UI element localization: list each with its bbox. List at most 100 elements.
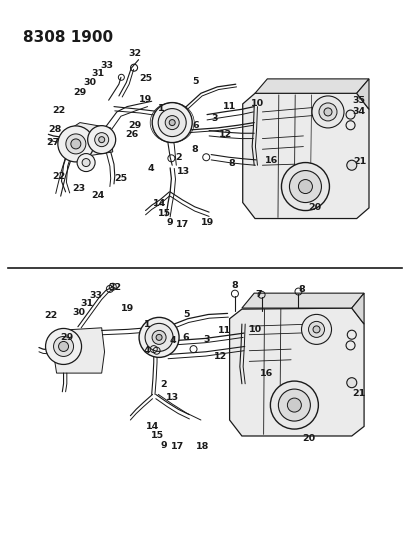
Text: 21: 21 <box>352 389 365 398</box>
Circle shape <box>281 163 329 211</box>
Text: 6: 6 <box>182 334 189 342</box>
Circle shape <box>298 180 312 193</box>
Text: 12: 12 <box>219 130 232 139</box>
Text: 2: 2 <box>160 380 167 389</box>
Polygon shape <box>356 79 368 109</box>
Text: 27: 27 <box>46 138 59 147</box>
Text: 7: 7 <box>255 290 262 299</box>
Text: 19: 19 <box>201 219 214 227</box>
Text: 9: 9 <box>160 441 167 449</box>
Text: 25: 25 <box>114 174 127 182</box>
Text: 1: 1 <box>144 320 151 329</box>
Circle shape <box>311 96 343 128</box>
Text: 16: 16 <box>265 157 278 165</box>
Text: 15: 15 <box>157 209 170 217</box>
Circle shape <box>270 381 318 429</box>
Circle shape <box>158 109 186 136</box>
Text: 1: 1 <box>157 104 164 113</box>
Text: 26: 26 <box>125 130 138 139</box>
Circle shape <box>169 119 175 126</box>
Text: 14: 14 <box>152 199 165 208</box>
Text: 8308 1900: 8308 1900 <box>23 30 113 45</box>
Text: 5: 5 <box>192 77 198 86</box>
Text: 4: 4 <box>169 336 175 344</box>
Text: 10: 10 <box>250 99 263 108</box>
Text: 3: 3 <box>202 335 209 344</box>
Circle shape <box>312 326 319 333</box>
Circle shape <box>152 102 192 143</box>
Text: 19: 19 <box>120 304 133 313</box>
Polygon shape <box>351 293 363 324</box>
Circle shape <box>54 336 73 357</box>
Text: 11: 11 <box>217 326 230 335</box>
Circle shape <box>278 389 310 421</box>
Text: 8: 8 <box>228 159 234 168</box>
Polygon shape <box>53 328 104 373</box>
Circle shape <box>318 103 336 121</box>
Text: 29: 29 <box>128 122 141 130</box>
Text: 20: 20 <box>308 204 321 212</box>
Text: 29: 29 <box>60 334 73 342</box>
Circle shape <box>308 321 324 337</box>
Text: 21: 21 <box>353 157 366 166</box>
Circle shape <box>99 136 104 143</box>
Text: 20: 20 <box>301 434 314 443</box>
Text: 25: 25 <box>139 75 152 83</box>
Circle shape <box>139 317 179 358</box>
Circle shape <box>66 134 85 154</box>
Polygon shape <box>241 293 363 308</box>
Circle shape <box>156 334 162 341</box>
Circle shape <box>45 328 81 365</box>
Circle shape <box>145 324 173 351</box>
Circle shape <box>58 126 94 162</box>
Text: 8: 8 <box>231 281 237 290</box>
Text: 13: 13 <box>165 393 178 401</box>
Circle shape <box>88 126 115 154</box>
Text: 4: 4 <box>147 164 153 173</box>
Polygon shape <box>254 79 368 93</box>
Text: 15: 15 <box>151 432 164 440</box>
Text: 11: 11 <box>222 102 236 111</box>
Text: 8: 8 <box>191 146 198 154</box>
Circle shape <box>71 139 81 149</box>
Circle shape <box>346 160 356 170</box>
Text: 32: 32 <box>108 283 121 292</box>
Text: 32: 32 <box>128 49 142 58</box>
Text: 23: 23 <box>72 184 85 192</box>
Text: 30: 30 <box>72 309 85 317</box>
Circle shape <box>58 342 68 351</box>
Circle shape <box>287 398 301 412</box>
Text: 8: 8 <box>297 285 304 294</box>
Text: 35: 35 <box>351 96 364 104</box>
Circle shape <box>94 133 108 147</box>
Text: 22: 22 <box>52 173 65 181</box>
Text: 18: 18 <box>195 442 208 451</box>
Text: 28: 28 <box>48 125 61 134</box>
Polygon shape <box>65 123 112 157</box>
Text: 10: 10 <box>248 325 261 334</box>
Text: 29: 29 <box>74 88 87 96</box>
Polygon shape <box>242 93 368 219</box>
Circle shape <box>82 158 90 167</box>
Circle shape <box>323 108 331 116</box>
Text: 3: 3 <box>211 114 218 123</box>
Text: 5: 5 <box>182 310 189 319</box>
Text: 16: 16 <box>259 369 272 377</box>
Circle shape <box>77 154 95 172</box>
Text: 22: 22 <box>52 106 65 115</box>
Text: 9: 9 <box>166 219 172 227</box>
Text: 33: 33 <box>89 291 102 300</box>
Circle shape <box>346 378 356 387</box>
Text: 17: 17 <box>170 442 183 451</box>
Circle shape <box>152 330 166 344</box>
Circle shape <box>289 171 321 203</box>
Text: 13: 13 <box>177 167 190 175</box>
Text: 22: 22 <box>44 311 57 319</box>
Circle shape <box>165 116 179 130</box>
Text: 12: 12 <box>214 352 227 360</box>
Text: 14: 14 <box>146 423 159 431</box>
Text: 6: 6 <box>192 121 198 130</box>
Text: 4: 4 <box>143 346 150 355</box>
Text: 2: 2 <box>175 154 181 162</box>
Text: 19: 19 <box>139 95 152 103</box>
